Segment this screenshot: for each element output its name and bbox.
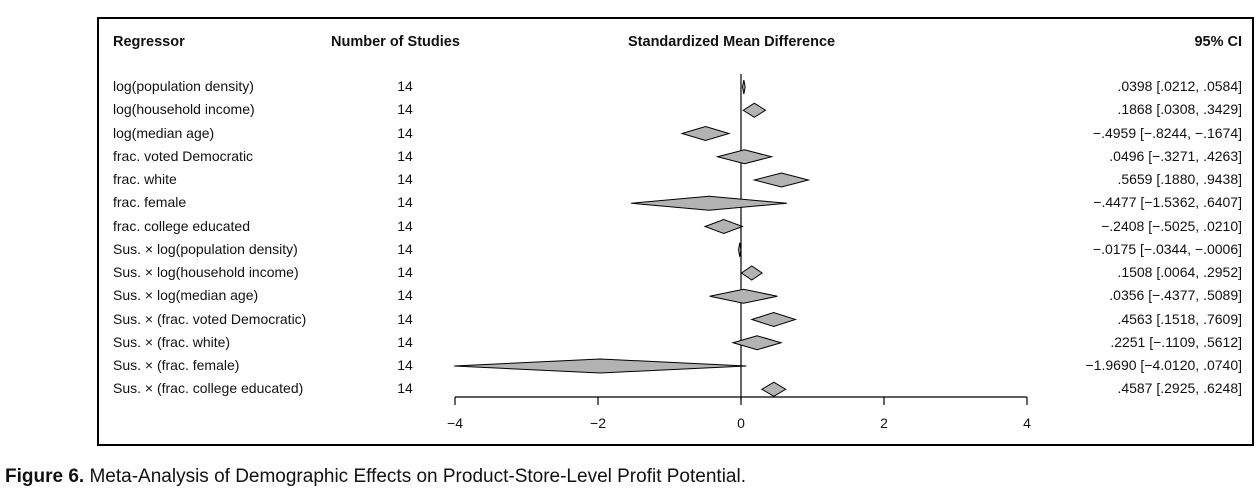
header-smd: Standardized Mean Difference bbox=[628, 34, 836, 50]
row-ci: .2251 [−.1109, .5612] bbox=[1110, 333, 1242, 350]
effect-diamond bbox=[742, 102, 767, 118]
row-ci: −.4959 [−.8244, −.1674] bbox=[1092, 124, 1242, 141]
row-regressor: Sus. × (frac. white) bbox=[113, 333, 231, 350]
row-ci: .0496 [−.3271, .4263] bbox=[1109, 147, 1242, 164]
row-regressor: frac. white bbox=[113, 171, 177, 187]
row-ci: −1.9690 [−4.0120, .0740] bbox=[1085, 357, 1242, 373]
row-ci: −.4477 [−1.5362, .6407] bbox=[1093, 194, 1242, 211]
row-ci: .4587 [.2925, .6248] bbox=[1117, 380, 1242, 397]
x-tick-label: −2 bbox=[590, 415, 606, 431]
row-ci: .5659 [.1880, .9438] bbox=[1117, 171, 1242, 187]
row-regressor: frac. female bbox=[113, 194, 187, 211]
figure-frame bbox=[97, 17, 1254, 446]
row-ci: −.0175 [−.0344, −.0006] bbox=[1092, 240, 1242, 257]
x-tick-label: 4 bbox=[1023, 415, 1031, 431]
effect-diamond bbox=[454, 358, 747, 374]
row-regressor: log(household income) bbox=[113, 101, 255, 118]
effect-diamond bbox=[740, 265, 763, 281]
row-regressor: Sus. × (frac. female) bbox=[113, 357, 240, 373]
row-regressor: frac. voted Democratic bbox=[113, 147, 254, 164]
figure-caption: Figure 6. Meta-Analysis of Demographic E… bbox=[5, 466, 746, 488]
header-regressor: Regressor bbox=[113, 34, 185, 50]
effect-diamond bbox=[709, 288, 778, 304]
caption-text: Meta-Analysis of Demographic Effects on … bbox=[89, 466, 746, 487]
effect-diamond bbox=[731, 335, 783, 351]
row-studies: 14 bbox=[397, 287, 413, 304]
row-ci: .0398 [.0212, .0584] bbox=[1117, 78, 1242, 94]
row-studies: 14 bbox=[397, 333, 413, 350]
x-tick-label: 2 bbox=[880, 415, 888, 431]
row-studies: 14 bbox=[397, 357, 413, 373]
row-ci: −.2408 [−.5025, .0210] bbox=[1101, 217, 1242, 234]
row-ci: .1508 [.0064, .2952] bbox=[1117, 264, 1242, 280]
row-studies: 14 bbox=[397, 171, 413, 187]
row-regressor: log(median age) bbox=[113, 124, 215, 141]
x-tick-label: 0 bbox=[737, 415, 745, 431]
row-studies: 14 bbox=[397, 264, 413, 280]
row-regressor: Sus. × (frac. college educated) bbox=[113, 380, 304, 397]
row-regressor: Sus. × log(median age) bbox=[113, 287, 259, 304]
effect-diamond bbox=[742, 79, 746, 95]
row-regressor: log(population density) bbox=[113, 78, 254, 94]
row-studies: 14 bbox=[397, 217, 413, 234]
row-regressor: frac. college educated bbox=[113, 217, 250, 234]
header-studies: Number of Studies bbox=[331, 34, 460, 50]
row-ci: .1868 [.0308, .3429] bbox=[1117, 101, 1242, 118]
row-studies: 14 bbox=[397, 310, 413, 327]
effect-diamond bbox=[680, 125, 731, 142]
effect-diamond bbox=[752, 172, 811, 188]
effect-diamond bbox=[760, 381, 787, 397]
effect-diamond bbox=[738, 242, 742, 257]
row-ci: .4563 [.1518, .7609] bbox=[1117, 310, 1242, 327]
effect-diamond bbox=[750, 311, 798, 328]
row-studies: 14 bbox=[397, 240, 413, 257]
x-tick-label: −4 bbox=[447, 415, 463, 431]
row-regressor: Sus. × (frac. voted Democratic) bbox=[113, 310, 307, 327]
row-regressor: Sus. × log(population density) bbox=[113, 240, 298, 257]
row-studies: 14 bbox=[397, 124, 413, 141]
header-ci: 95% CI bbox=[1194, 34, 1242, 50]
row-studies: 14 bbox=[397, 78, 413, 94]
caption-label: Figure 6. bbox=[5, 466, 85, 487]
row-studies: 14 bbox=[397, 101, 413, 118]
row-regressor: Sus. × log(household income) bbox=[113, 264, 299, 280]
row-studies: 14 bbox=[397, 147, 413, 164]
effect-diamond bbox=[703, 218, 744, 235]
row-studies: 14 bbox=[397, 380, 413, 397]
effect-diamond bbox=[715, 149, 774, 165]
row-studies: 14 bbox=[397, 194, 413, 211]
effect-diamond bbox=[631, 195, 787, 211]
row-ci: .0356 [−.4377, .5089] bbox=[1109, 287, 1242, 304]
